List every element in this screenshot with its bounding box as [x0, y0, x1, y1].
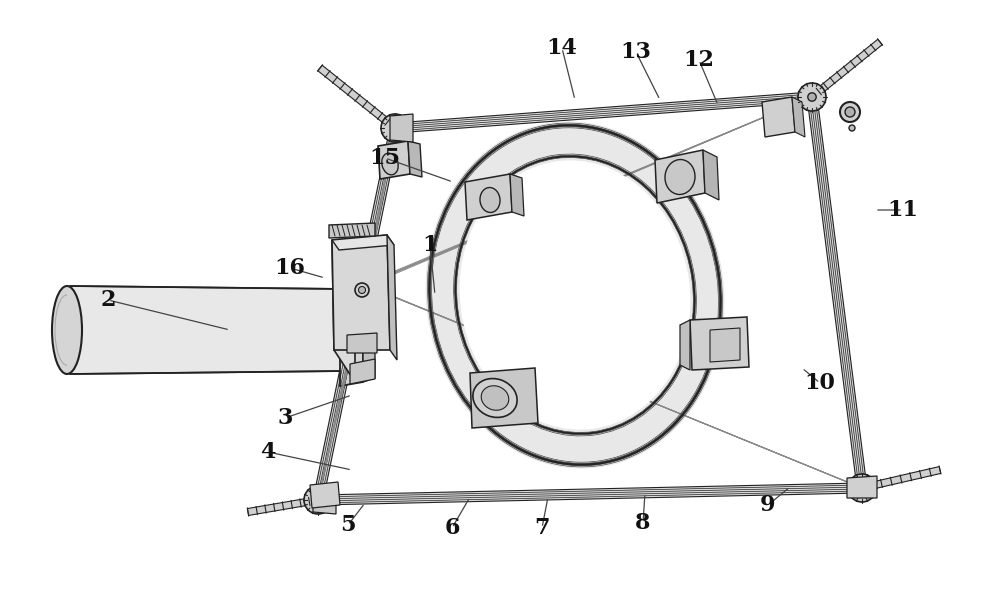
Ellipse shape [665, 159, 695, 195]
Ellipse shape [355, 283, 369, 297]
Polygon shape [690, 317, 749, 370]
Ellipse shape [391, 124, 399, 132]
Polygon shape [861, 466, 941, 491]
Polygon shape [350, 276, 375, 301]
Ellipse shape [480, 187, 500, 212]
Ellipse shape [382, 153, 398, 175]
Polygon shape [310, 482, 340, 508]
Text: 9: 9 [760, 494, 776, 516]
Text: 11: 11 [888, 199, 918, 221]
Polygon shape [408, 141, 422, 177]
Polygon shape [387, 235, 397, 360]
Polygon shape [655, 150, 705, 203]
Ellipse shape [481, 386, 509, 410]
Text: 10: 10 [805, 372, 835, 394]
Polygon shape [395, 92, 812, 133]
Polygon shape [318, 483, 862, 505]
Polygon shape [313, 486, 336, 514]
Polygon shape [313, 127, 400, 501]
Ellipse shape [845, 107, 855, 117]
Polygon shape [810, 39, 882, 100]
Ellipse shape [460, 161, 690, 430]
Ellipse shape [425, 121, 725, 468]
Text: 16: 16 [275, 257, 306, 279]
Polygon shape [332, 235, 394, 250]
Polygon shape [792, 97, 805, 137]
Text: 1: 1 [422, 234, 438, 256]
Text: 2: 2 [100, 289, 116, 311]
Ellipse shape [381, 114, 409, 142]
Ellipse shape [848, 474, 876, 502]
Polygon shape [390, 114, 413, 142]
Ellipse shape [52, 286, 82, 374]
Polygon shape [340, 274, 363, 386]
Text: 5: 5 [340, 514, 356, 536]
Ellipse shape [314, 496, 322, 504]
Ellipse shape [359, 287, 366, 293]
Polygon shape [510, 174, 524, 216]
Text: 12: 12 [684, 49, 714, 71]
Polygon shape [350, 359, 375, 384]
Polygon shape [710, 328, 740, 362]
Text: 14: 14 [547, 37, 577, 59]
Polygon shape [332, 235, 390, 350]
Polygon shape [680, 320, 690, 370]
Polygon shape [807, 96, 867, 488]
Polygon shape [318, 65, 397, 131]
Polygon shape [378, 141, 410, 179]
Polygon shape [703, 150, 719, 200]
Text: 15: 15 [370, 147, 400, 169]
Polygon shape [329, 223, 375, 238]
Text: 13: 13 [621, 41, 651, 63]
Polygon shape [332, 240, 355, 382]
Text: 6: 6 [444, 517, 460, 539]
Polygon shape [847, 476, 877, 498]
Ellipse shape [849, 125, 855, 131]
Ellipse shape [304, 486, 332, 514]
Ellipse shape [808, 93, 816, 101]
Polygon shape [70, 286, 345, 374]
Polygon shape [762, 97, 795, 137]
Text: 3: 3 [277, 407, 293, 429]
Polygon shape [363, 278, 375, 382]
Polygon shape [347, 333, 377, 353]
Text: 7: 7 [534, 517, 550, 539]
Ellipse shape [798, 83, 826, 111]
Ellipse shape [473, 378, 517, 418]
Polygon shape [465, 174, 512, 220]
Text: 4: 4 [260, 441, 276, 463]
Polygon shape [247, 497, 319, 515]
Ellipse shape [840, 102, 860, 122]
Text: 8: 8 [635, 512, 651, 534]
Polygon shape [470, 368, 538, 428]
Ellipse shape [858, 484, 866, 492]
